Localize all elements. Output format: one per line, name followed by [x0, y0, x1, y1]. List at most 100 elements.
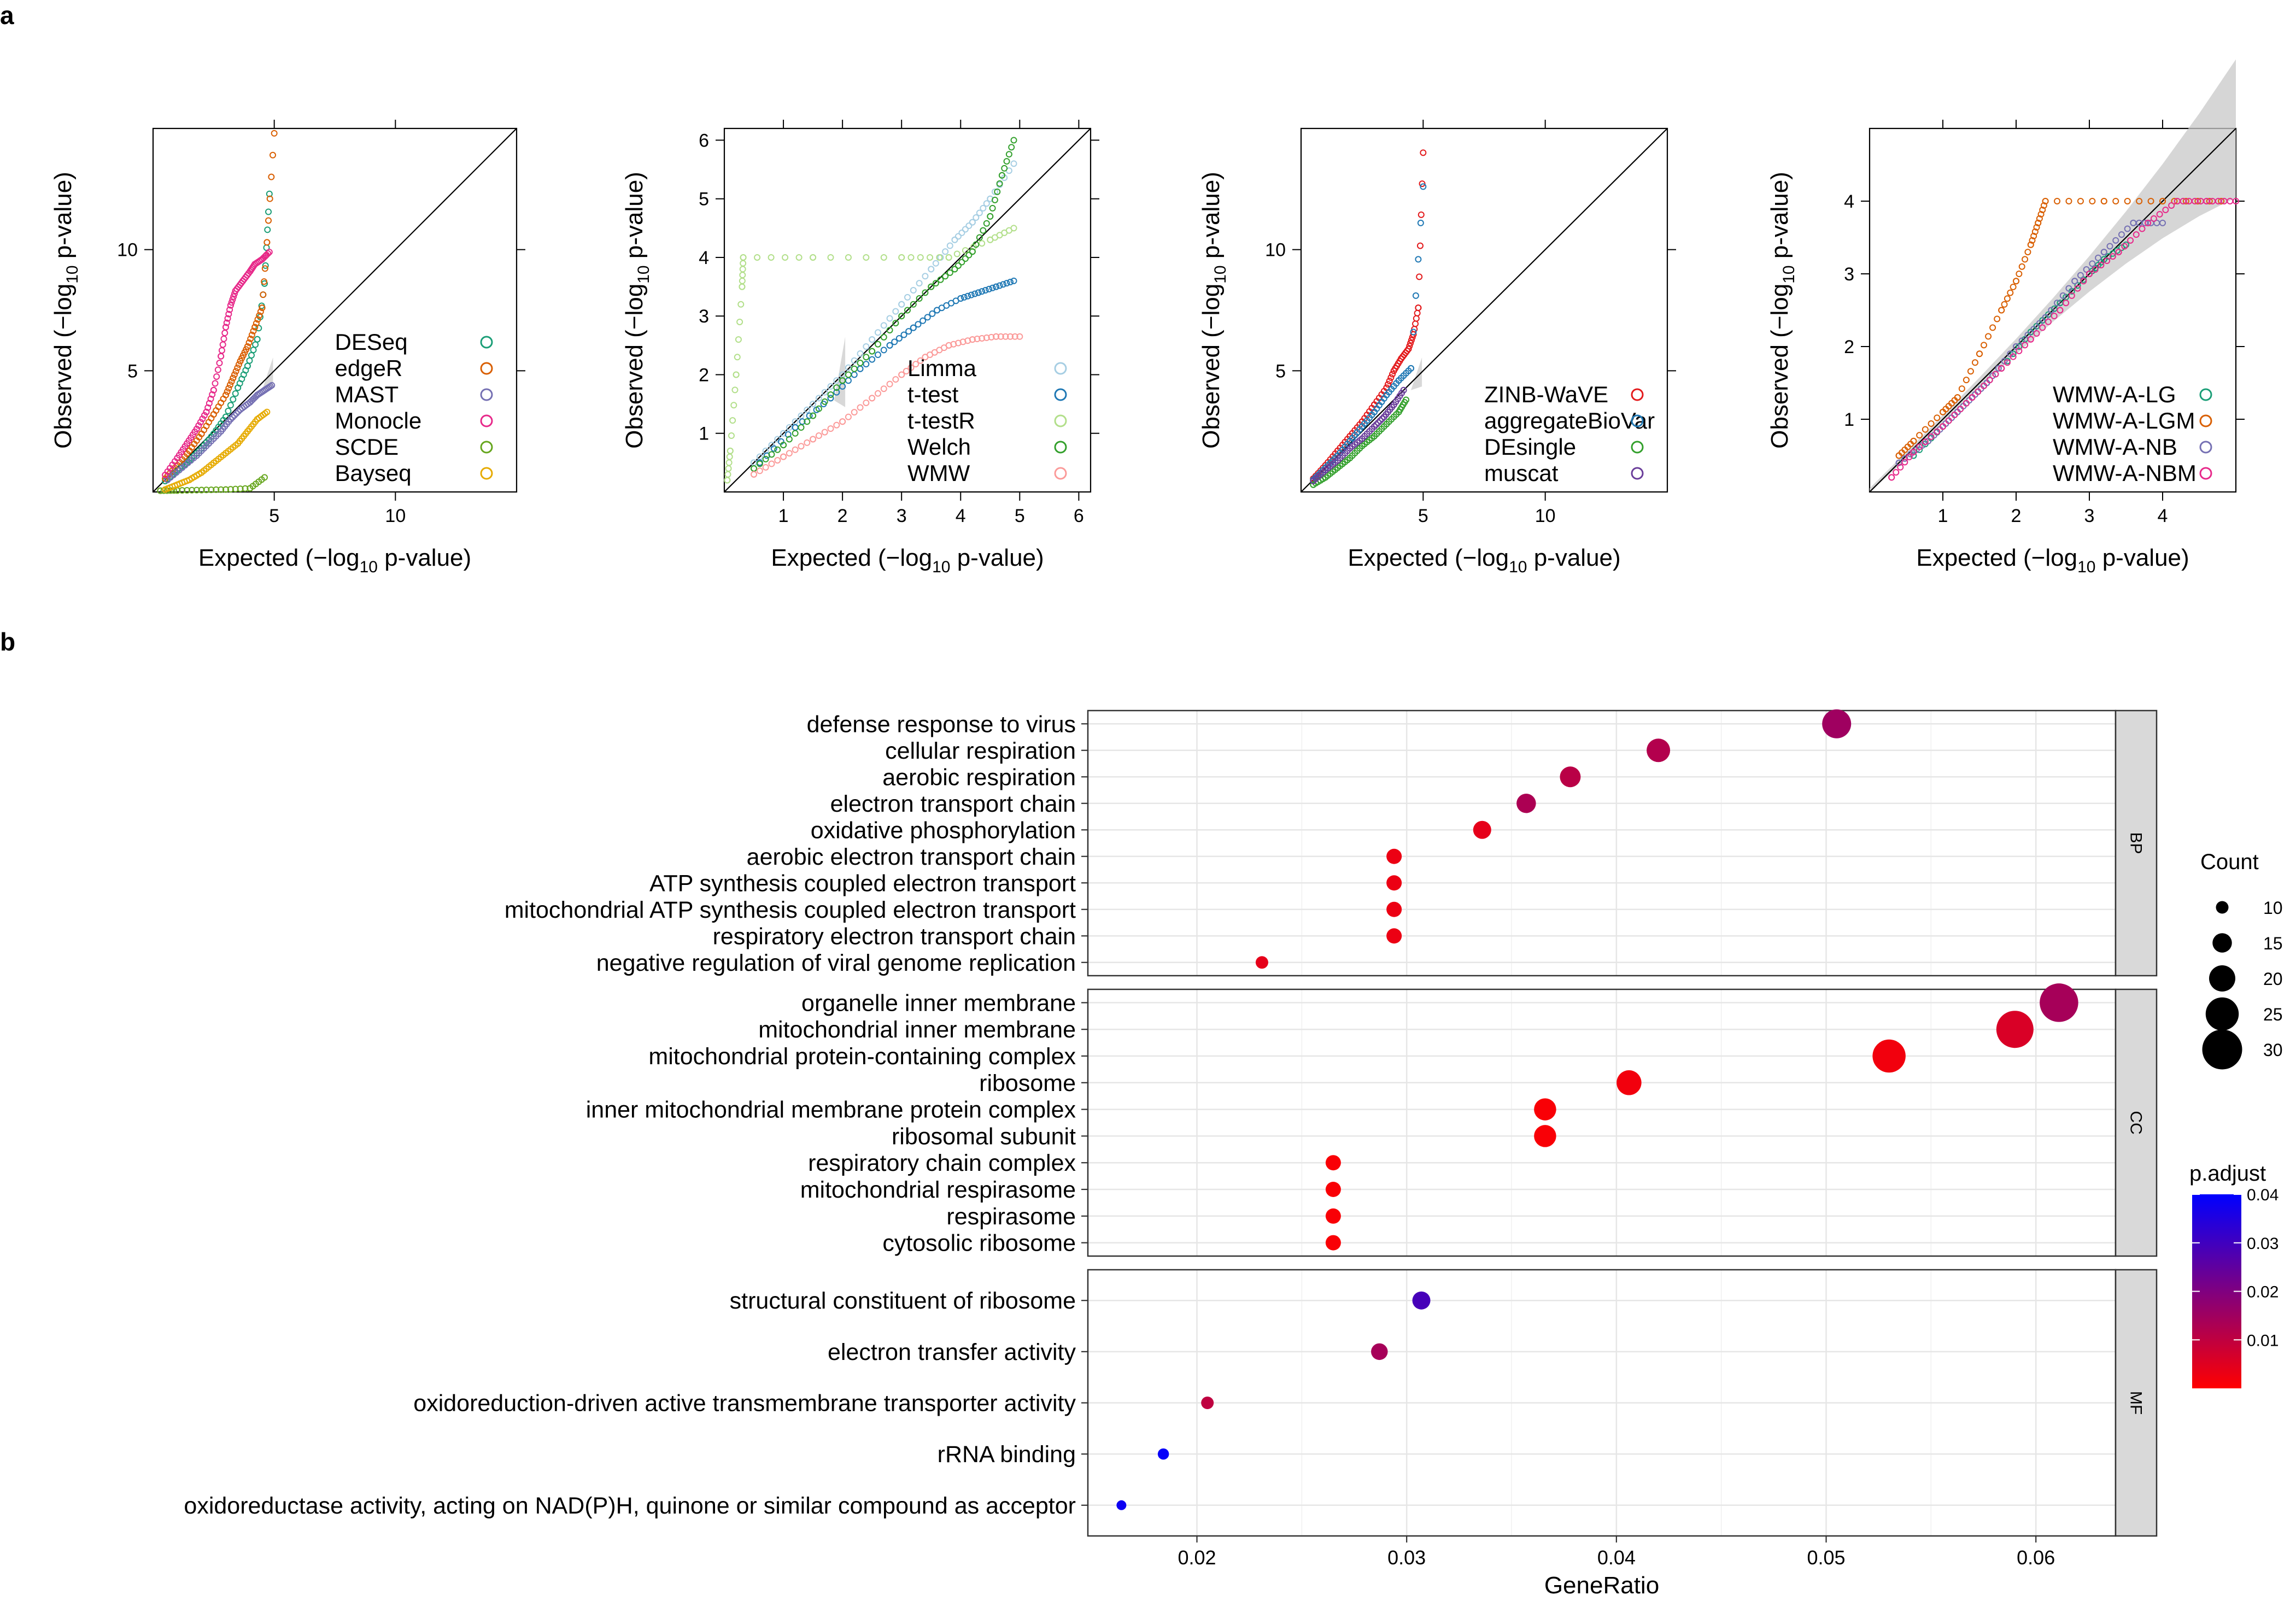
qq-point	[218, 428, 225, 435]
term-label: respiratory electron transport chain	[713, 923, 1076, 949]
qq-point	[2022, 256, 2029, 263]
qq-point	[998, 172, 1005, 179]
qq-point	[880, 254, 887, 261]
qq-point	[1412, 320, 1419, 327]
y-tick-label: 3	[699, 306, 709, 327]
legend-label: DESeq	[335, 329, 408, 355]
qq-point	[1395, 377, 1402, 384]
qq-point	[1008, 144, 1015, 151]
qq-point	[756, 467, 763, 474]
qq-point	[964, 292, 971, 300]
qq-point	[810, 254, 817, 261]
qq-point	[263, 239, 271, 246]
padjust-legend: p.adjust 0.01 0.02 0.03 0.04	[2189, 1162, 2279, 1388]
qq-point	[2092, 266, 2099, 273]
qq-point	[735, 336, 742, 343]
qq-point	[754, 254, 761, 261]
qq-point	[734, 354, 741, 361]
qq-point	[206, 400, 213, 407]
qq-point	[2036, 215, 2043, 222]
qq-point	[1963, 400, 1970, 407]
qq-point	[2080, 278, 2087, 285]
qq-point	[250, 327, 257, 335]
x-tick-label: 3	[2084, 506, 2095, 526]
qq-point	[1010, 137, 1017, 144]
qq-point	[839, 418, 846, 425]
qq-point	[810, 436, 817, 443]
term-dot	[1516, 794, 1536, 813]
count-legend-dot	[2212, 933, 2232, 953]
qq-point	[2113, 247, 2121, 254]
qq-point	[1403, 396, 1410, 403]
facet-strip-label: MF	[2127, 1391, 2145, 1415]
legend-label: Monocle	[335, 408, 422, 433]
qq-point	[880, 385, 887, 392]
y-tick-label: 10	[1265, 240, 1286, 261]
qq-point	[1346, 437, 1354, 444]
qq-point	[986, 285, 993, 292]
legend-marker	[480, 441, 493, 454]
qq-point	[989, 284, 996, 291]
qq-point	[982, 287, 989, 294]
qq-point	[1400, 386, 1407, 394]
qq-point	[2016, 271, 2023, 277]
legend-marker	[480, 388, 493, 401]
qq-point	[222, 450, 229, 457]
qq-point	[965, 222, 973, 230]
legend-label: t-test	[907, 382, 959, 407]
qq-point	[874, 390, 881, 397]
qq-point	[198, 486, 205, 494]
qq-point	[1910, 448, 1917, 455]
qq-point	[874, 351, 881, 359]
qq-point	[937, 276, 944, 283]
qq-point	[786, 436, 793, 443]
qq-point	[1954, 394, 1961, 401]
qq-point	[768, 254, 775, 261]
qq-point	[263, 408, 271, 415]
term-label: electron transfer activity	[828, 1339, 1076, 1365]
term-label: respirasome	[946, 1204, 1076, 1230]
qq-point	[804, 418, 811, 425]
qq-point	[235, 384, 242, 391]
qq-point	[1001, 165, 1008, 172]
qq-point	[2194, 198, 2201, 204]
qq-point	[827, 391, 834, 398]
qq-point	[905, 328, 912, 335]
qq-point	[1390, 367, 1397, 374]
legend-label: WMW-A-LGM	[2053, 408, 2195, 433]
qq-point	[2051, 313, 2058, 320]
qq-point	[845, 377, 852, 384]
qq-point	[792, 424, 799, 431]
qq-point	[1395, 408, 1402, 415]
qq-point	[210, 411, 217, 418]
term-dot	[1872, 1039, 1906, 1073]
x-axis-label: GeneRatio	[1544, 1572, 1659, 1599]
qq-point	[2174, 198, 2181, 204]
series-desingle	[1310, 396, 1410, 488]
qq-point	[1412, 292, 1419, 299]
qq-point	[229, 296, 236, 303]
padjust-legend-title: p.adjust	[2189, 1162, 2266, 1186]
qq-point	[230, 374, 237, 382]
legend-label: WMW-A-NB	[2053, 434, 2177, 460]
qq-point	[2039, 206, 2046, 213]
qq-point	[1925, 437, 1932, 444]
qq-point	[910, 287, 917, 294]
qq-point	[1417, 219, 1424, 226]
qq-point	[1981, 382, 1988, 389]
qq-point	[869, 348, 876, 355]
qq-point	[2118, 231, 2125, 238]
qq-point	[265, 250, 272, 257]
qq-point	[969, 219, 976, 226]
qq-point	[910, 301, 917, 308]
qq-point	[1901, 455, 1908, 462]
qq-point	[1398, 355, 1405, 362]
qq-point	[220, 335, 227, 342]
qq-point	[1969, 394, 1976, 401]
qq-point	[1888, 474, 1895, 481]
qq-point	[2016, 347, 2023, 354]
qq-point	[815, 395, 822, 402]
qq-point	[857, 360, 864, 367]
qq-point	[1416, 273, 1423, 280]
